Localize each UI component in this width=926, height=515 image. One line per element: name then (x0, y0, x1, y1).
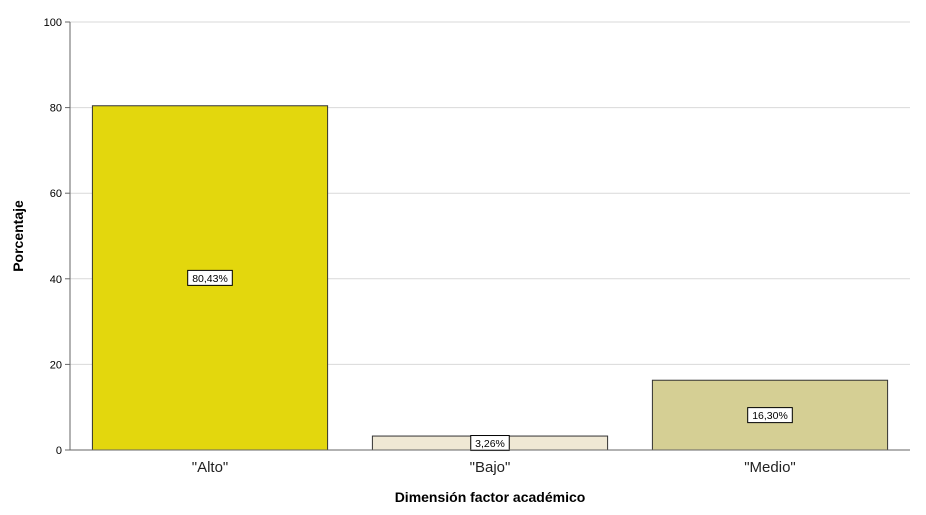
y-axis-title: Porcentaje (10, 200, 26, 272)
data-label-box (470, 435, 510, 452)
x-category-label: "Medio" (744, 459, 796, 476)
data-label-box (747, 407, 793, 424)
data-labels: 80,43% 3,26% 16,30% (187, 269, 793, 452)
y-axis-ticks: 0 20 40 60 80 100 (44, 17, 70, 457)
y-tick-label: 0 (56, 445, 62, 457)
x-axis-title: Dimensión factor académico (395, 489, 586, 505)
x-category-label: "Alto" (192, 459, 229, 476)
y-tick-label: 80 (50, 103, 62, 115)
y-tick-label: 20 (50, 359, 62, 371)
x-category-label: "Bajo" (470, 459, 511, 476)
data-label: 80,43% (192, 273, 228, 285)
y-tick-label: 40 (50, 274, 62, 286)
data-label: 16,30% (752, 410, 788, 422)
data-label-box (187, 269, 233, 286)
x-axis-categories: "Alto" "Bajo" "Medio" (192, 459, 796, 476)
y-tick-label: 60 (50, 188, 62, 200)
data-label: 3,26% (475, 438, 505, 450)
y-tick-label: 100 (44, 17, 62, 29)
